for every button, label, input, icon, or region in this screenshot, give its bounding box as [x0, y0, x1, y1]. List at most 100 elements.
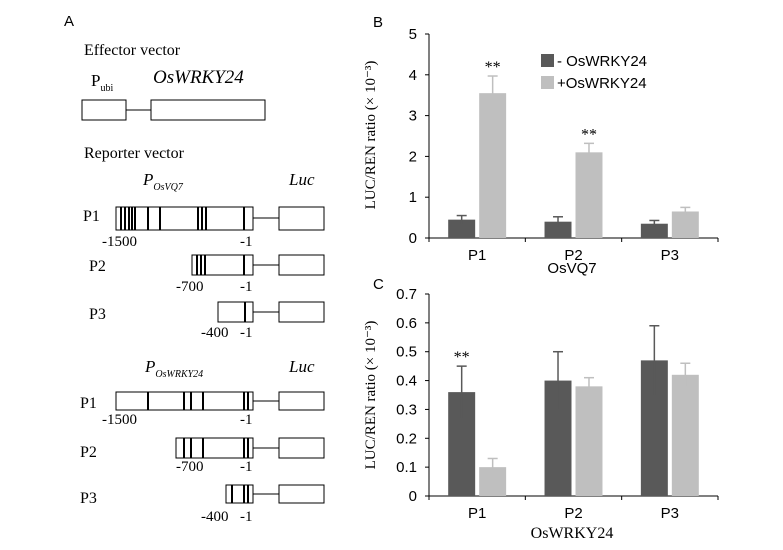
reporter-title: Reporter vector — [84, 145, 185, 162]
y-tick-label: 4 — [409, 67, 417, 84]
upper-p2-end: -1 — [240, 279, 253, 295]
lower-p3-luc-box — [278, 484, 325, 504]
upper-p3-name: P3 — [89, 306, 106, 323]
y-tick-label: 3 — [409, 108, 417, 125]
gene-box — [150, 99, 266, 121]
legend-swatch-minus — [541, 54, 554, 67]
upper-p2-construct — [191, 254, 325, 276]
panel-b-plot: 0 1 2 3 4 5 P1 P2 P3 ** ** — [409, 26, 719, 264]
upper-p2-luc-box — [278, 254, 325, 276]
bar-plus-p3 — [671, 211, 699, 238]
y-tick-label: 0.3 — [396, 401, 417, 418]
x-tick-label: P2 — [564, 247, 582, 264]
y-tick-label: 0.2 — [396, 430, 417, 447]
upper-p1-promoter-box — [115, 206, 254, 231]
y-tick-label: 1 — [409, 189, 417, 206]
panel-b-xlabel: OsVQ7 — [547, 260, 596, 277]
upper-promoter-sub: OsVQ7 — [153, 182, 183, 193]
lower-p1-end: -1 — [240, 412, 253, 428]
y-tick-label: 0.6 — [396, 315, 417, 332]
lower-p3-name: P3 — [80, 490, 97, 507]
upper-p2-name: P2 — [89, 258, 106, 275]
y-tick-label: 0.4 — [396, 373, 417, 390]
lower-p1-name: P1 — [80, 395, 97, 412]
panel-a: A Effector vector Pubi OsWRKY24 Reporter… — [64, 13, 325, 525]
pubi-box — [81, 99, 127, 121]
upper-promoter-label: POsVQ7 — [142, 170, 184, 193]
lower-p2-end: -1 — [240, 459, 253, 475]
upper-p1-name: P1 — [83, 208, 100, 225]
lower-p1-luc-box — [278, 391, 325, 411]
x-tick-label: P3 — [661, 247, 679, 264]
lower-p2-luc-box — [278, 437, 325, 459]
pubi-sub: ubi — [100, 83, 113, 94]
panel-b: B LUC/REN ratio (× 10⁻³) 0 1 2 3 4 5 P1 P2 P3 ** *… — [363, 14, 719, 277]
x-tick-label: P3 — [661, 505, 679, 522]
upper-p3-start: -400 — [201, 325, 229, 341]
y-tick-label: 0.1 — [396, 459, 417, 476]
upper-p2-start: -700 — [176, 279, 204, 295]
upper-luc-label: Luc — [288, 170, 315, 189]
upper-construct-names: P1 P2 P3 — [83, 208, 106, 323]
effector-construct — [81, 99, 266, 121]
lower-promoter-sub: OsWRKY24 — [155, 369, 203, 380]
x-tick-label: P1 — [468, 505, 486, 522]
bar-minus-p1 — [448, 219, 476, 238]
upper-p1-luc-box — [278, 206, 325, 231]
upper-constructs — [115, 206, 325, 323]
pubi-label: Pubi — [91, 71, 113, 94]
upper-p3-promoter-box — [217, 301, 254, 323]
significance-marker: ** — [581, 126, 597, 143]
lower-p1-construct — [115, 391, 325, 411]
significance-marker: ** — [485, 59, 501, 76]
upper-promoter-main: P — [142, 170, 153, 189]
bar-minus-p2 — [544, 221, 572, 238]
significance-marker: ** — [454, 349, 470, 366]
lower-construct-positions: -1500 -1 -700 -1 -400 -1 — [102, 412, 253, 525]
upper-p3-construct — [217, 301, 325, 323]
lower-p2-promoter-box — [175, 437, 254, 459]
lower-p3-start: -400 — [201, 509, 229, 525]
y-tick-label: 0 — [409, 230, 417, 247]
x-tick-label: P1 — [468, 247, 486, 264]
lower-p2-start: -700 — [176, 459, 204, 475]
y-tick-label: 0.7 — [396, 286, 417, 303]
effector-title: Effector vector — [84, 42, 181, 59]
lower-constructs — [115, 391, 325, 504]
bar-plus-p1 — [479, 93, 507, 238]
legend-label-plus: +OsWRKY24 — [557, 75, 647, 92]
panel-b-legend: - OsWRKY24 +OsWRKY24 — [541, 53, 647, 92]
lower-p2-name: P2 — [80, 444, 97, 461]
upper-p3-luc-box — [278, 301, 325, 323]
lower-luc-label: Luc — [288, 357, 315, 376]
legend-label-minus: - OsWRKY24 — [557, 53, 647, 70]
panel-c: C LUC/REN ratio (× 10⁻³) 0 0.1 0.2 0.3 0.4 0.… — [363, 276, 719, 542]
panel-c-ylabel: LUC/REN ratio (× 10⁻³) — [363, 321, 379, 470]
upper-p3-end: -1 — [240, 325, 253, 341]
upper-p2-elements — [196, 255, 245, 275]
bar-plus-p2 — [575, 386, 603, 496]
bar-plus-p2 — [575, 152, 603, 238]
panel-a-letter: A — [64, 13, 74, 30]
effector-gene-label: OsWRKY24 — [153, 67, 244, 88]
upper-p1-construct — [115, 206, 325, 231]
y-tick-label: 0.5 — [396, 344, 417, 361]
lower-construct-names: P1 P2 P3 — [80, 395, 97, 507]
lower-p1-start: -1500 — [102, 412, 137, 428]
panel-c-plot: 0 0.1 0.2 0.3 0.4 0.5 0.6 0.7 P1 P2 P3 ** — [396, 286, 719, 522]
lower-p2-elements — [183, 438, 249, 458]
y-tick-label: 0 — [409, 488, 417, 505]
panel-b-ylabel: LUC/REN ratio (× 10⁻³) — [363, 61, 379, 210]
panel-c-letter: C — [373, 276, 384, 293]
lower-p2-construct — [175, 437, 325, 459]
panel-b-letter: B — [373, 14, 383, 31]
lower-p3-construct — [225, 484, 325, 504]
pubi-main: P — [91, 71, 100, 90]
y-tick-label: 5 — [409, 26, 417, 43]
bar-minus-p3 — [640, 223, 668, 238]
lower-p1-elements — [147, 392, 249, 410]
lower-p3-end: -1 — [240, 509, 253, 525]
x-tick-label: P2 — [564, 505, 582, 522]
upper-p1-end: -1 — [240, 234, 253, 250]
